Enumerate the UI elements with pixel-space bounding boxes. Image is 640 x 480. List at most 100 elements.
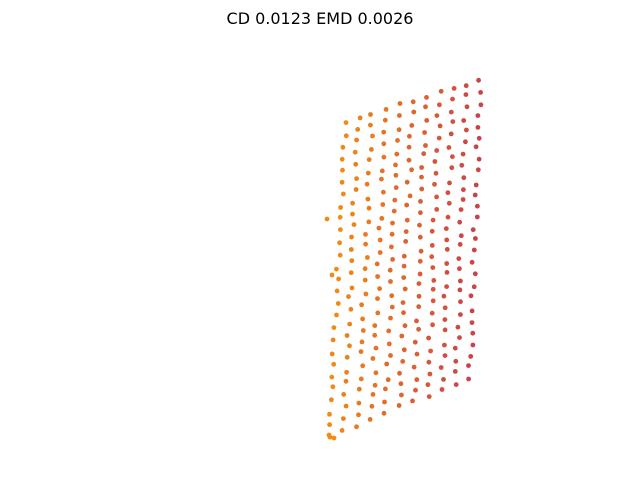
data-point <box>362 277 368 283</box>
data-point <box>395 138 400 143</box>
data-point <box>370 392 376 397</box>
data-point <box>418 210 423 216</box>
data-point <box>394 151 400 157</box>
data-point <box>463 139 468 145</box>
data-point <box>458 278 463 284</box>
data-point <box>429 310 435 316</box>
data-point <box>461 187 466 193</box>
data-point <box>458 299 463 305</box>
data-point <box>423 104 428 110</box>
data-point <box>441 377 446 382</box>
data-point <box>410 99 416 105</box>
point-cloud <box>324 77 484 441</box>
data-point <box>437 102 442 108</box>
data-point <box>452 369 458 374</box>
data-point <box>390 257 395 262</box>
data-point <box>442 353 448 358</box>
data-point <box>348 270 354 276</box>
data-point <box>382 399 387 405</box>
data-point <box>401 310 406 316</box>
data-point <box>417 258 423 264</box>
data-point <box>401 263 407 269</box>
data-point <box>352 149 358 155</box>
data-point <box>353 161 359 167</box>
data-point <box>393 162 398 168</box>
data-point <box>401 275 407 280</box>
data-point <box>466 363 471 368</box>
data-point <box>451 86 457 91</box>
data-point <box>338 205 343 210</box>
data-point <box>389 231 395 237</box>
data-point <box>469 308 475 314</box>
data-point <box>393 172 399 178</box>
data-point <box>470 227 476 233</box>
data-point <box>430 298 436 304</box>
data-point <box>377 237 383 243</box>
data-point <box>381 129 387 135</box>
data-point <box>404 202 410 208</box>
data-point <box>407 133 412 139</box>
data-point <box>423 143 428 148</box>
data-point <box>427 371 433 377</box>
data-point <box>358 376 364 382</box>
data-point <box>379 216 385 221</box>
data-point <box>366 219 372 225</box>
data-point <box>349 234 354 240</box>
data-point <box>340 144 346 150</box>
data-point <box>334 266 339 272</box>
data-point <box>373 370 379 376</box>
data-point <box>416 304 422 310</box>
data-point <box>446 200 452 206</box>
data-point <box>324 216 330 222</box>
data-point <box>441 293 447 299</box>
data-point <box>403 229 409 235</box>
data-point <box>356 412 361 418</box>
data-point <box>426 394 432 399</box>
data-point <box>372 323 378 328</box>
data-point <box>457 242 463 247</box>
data-point <box>350 200 355 206</box>
data-point <box>443 226 449 232</box>
data-point <box>418 199 423 204</box>
data-point <box>337 240 342 246</box>
data-point <box>368 112 373 117</box>
data-point <box>458 233 464 239</box>
data-point <box>398 381 404 387</box>
data-point <box>377 250 383 255</box>
data-point <box>424 95 429 100</box>
data-point <box>358 349 364 354</box>
data-point <box>421 151 427 157</box>
data-point <box>404 179 410 185</box>
data-point <box>476 135 482 141</box>
data-point <box>376 225 382 231</box>
data-point <box>434 148 440 153</box>
data-point <box>372 382 378 388</box>
data-point <box>453 358 459 364</box>
data-point <box>457 335 462 340</box>
data-point <box>473 182 479 188</box>
data-point <box>400 359 406 364</box>
data-point <box>389 293 395 299</box>
data-point <box>472 192 478 198</box>
data-point <box>444 284 449 289</box>
data-point <box>460 151 466 157</box>
data-point <box>450 154 455 160</box>
data-point <box>463 92 469 97</box>
data-point <box>347 321 353 327</box>
data-point <box>416 281 422 286</box>
data-point <box>339 179 345 185</box>
data-point <box>375 296 380 301</box>
data-point <box>468 293 474 299</box>
data-point <box>336 276 341 282</box>
data-point <box>369 403 375 409</box>
data-point <box>475 125 481 130</box>
data-point <box>391 208 397 214</box>
data-point <box>422 130 427 135</box>
data-point <box>442 317 448 322</box>
data-point <box>473 236 478 241</box>
data-point <box>434 113 440 118</box>
data-point <box>445 214 451 220</box>
data-point <box>380 202 386 207</box>
data-point <box>331 325 337 330</box>
